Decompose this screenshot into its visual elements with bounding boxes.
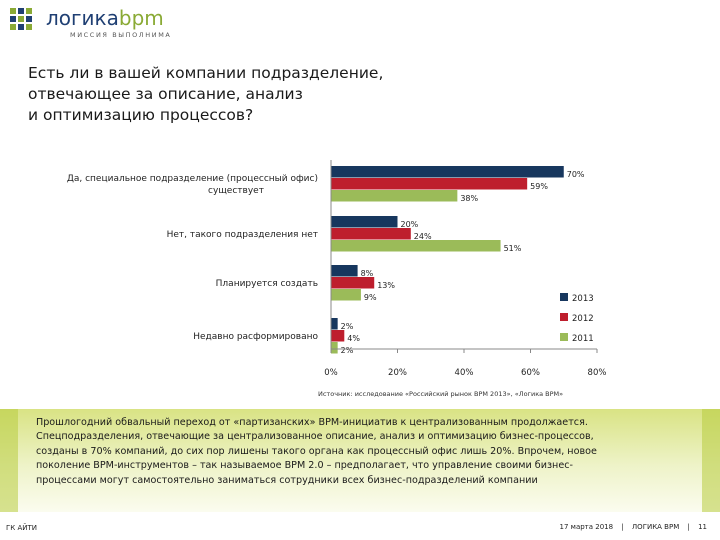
bar-2012 — [331, 228, 411, 240]
logo-text: логикаbpm — [46, 6, 164, 30]
bar-2013 — [331, 166, 564, 178]
data-label: 8% — [361, 269, 374, 278]
category-label: существует — [208, 186, 264, 196]
x-tick-label: 80% — [588, 368, 607, 378]
title-line: и оптимизацию процессов? — [28, 106, 254, 124]
bar-2013 — [331, 216, 398, 228]
footer-info: 17 марта 2018 | ЛОГИКА BPM | 11 — [557, 523, 710, 531]
legend-swatch-2011 — [560, 333, 568, 341]
bar-2013 — [331, 265, 358, 277]
bar-2011 — [331, 289, 361, 301]
x-tick-label: 0% — [324, 368, 338, 378]
bar-2011 — [331, 342, 338, 354]
data-label: 59% — [530, 182, 548, 191]
data-label: 9% — [364, 293, 377, 302]
summary-line: созданы в 70% компаний, до сих пор лишен… — [36, 445, 597, 457]
bar-2012 — [331, 178, 528, 190]
legend-swatch-2013 — [560, 293, 568, 301]
logo-text-main: логика — [46, 6, 119, 30]
summary-line: Прошлогодний обвальный переход от «парти… — [36, 417, 588, 428]
data-label: 13% — [377, 281, 395, 290]
data-label: 51% — [504, 244, 522, 253]
data-label: 20% — [401, 220, 419, 229]
bar-2012 — [331, 277, 375, 289]
bar-2013 — [331, 318, 338, 330]
footer-brand: ЛОГИКА BPM — [631, 523, 680, 531]
data-label: 70% — [567, 170, 585, 179]
data-label: 4% — [347, 334, 360, 343]
data-label: 2% — [341, 346, 354, 355]
category-label: Планируется создать — [216, 279, 318, 289]
summary-box: Прошлогодний обвальный переход от «парти… — [0, 409, 720, 512]
x-tick-label: 40% — [455, 368, 474, 378]
legend-label: 2011 — [572, 334, 594, 344]
legend-label: 2012 — [572, 314, 594, 324]
summary-text: Прошлогодний обвальный переход от «парти… — [36, 416, 676, 488]
legend-swatch-2012 — [560, 313, 568, 321]
footer-separator: | — [687, 523, 690, 531]
summary-line: поколение BPM-инструментов – так называе… — [36, 460, 573, 472]
title-line: Есть ли в вашей компании подразделение, — [28, 64, 384, 82]
category-label: Нет, такого подразделения нет — [167, 230, 318, 240]
note-decoration-right — [702, 409, 720, 512]
x-tick-label: 60% — [521, 368, 540, 378]
company-logo: логикаbpm МИССИЯ ВЫПОЛНИМА — [10, 6, 210, 44]
category-label: Да, специальное подразделение (процессны… — [67, 174, 318, 184]
footer-separator: | — [621, 523, 624, 531]
bar-chart: Да, специальное подразделение (процессны… — [67, 160, 607, 378]
logo-text-accent: bpm — [118, 6, 164, 30]
data-label: 2% — [341, 322, 354, 331]
slide-title: Есть ли в вашей компании подразделение, … — [28, 63, 488, 126]
x-tick-label: 20% — [388, 368, 407, 378]
page-number: 11 — [698, 523, 707, 531]
footer-company: ГК АЙТИ — [6, 524, 38, 532]
bar-2012 — [331, 330, 345, 342]
title-line: отвечающее за описание, анализ — [28, 85, 303, 103]
data-label: 24% — [414, 232, 432, 241]
data-label: 38% — [460, 194, 478, 203]
source-note: Источник: исследование «Российский рынок… — [318, 390, 564, 398]
legend-label: 2013 — [572, 294, 594, 304]
note-decoration-left — [0, 409, 18, 512]
summary-line: процессами могут самостоятельно занимать… — [36, 474, 538, 486]
category-label: Недавно расформировано — [193, 332, 318, 342]
bar-2011 — [331, 190, 458, 202]
logo-grid-icon — [10, 8, 38, 36]
summary-line: Спецподразделения, отвечающие за централ… — [36, 431, 594, 443]
footer-date: 17 марта 2018 — [559, 523, 614, 531]
bar-2011 — [331, 240, 501, 252]
logo-tagline: МИССИЯ ВЫПОЛНИМА — [70, 31, 172, 39]
